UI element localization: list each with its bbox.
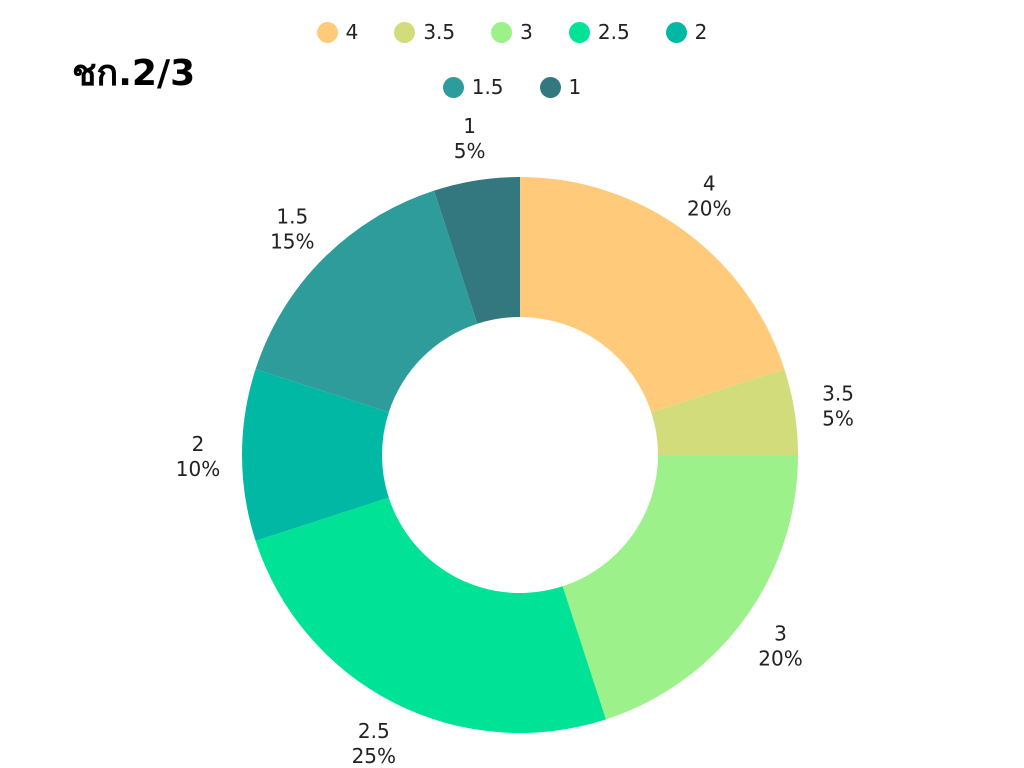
- pie-slice[interactable]: [651, 369, 799, 455]
- pie-slice[interactable]: [434, 177, 520, 324]
- pie-slice[interactable]: [255, 497, 606, 733]
- legend-item[interactable]: 3: [491, 20, 533, 44]
- legend-item[interactable]: 1.5: [442, 75, 504, 99]
- legend-label: 3.5: [423, 20, 456, 44]
- slice-label: 3.5 5%: [822, 382, 854, 431]
- legend-row-1: 4 3.5 3 2.5 2: [0, 20, 1024, 44]
- slice-label: 3 20%: [758, 621, 802, 670]
- legend-swatch: [665, 21, 687, 43]
- legend-item[interactable]: 2: [665, 20, 708, 44]
- legend-swatch: [442, 76, 464, 98]
- legend-swatch: [316, 21, 338, 43]
- pie-slice[interactable]: [520, 177, 785, 413]
- legend-label: 1: [568, 75, 582, 99]
- legend-item[interactable]: 2.5: [568, 20, 630, 44]
- slice-label: 4 20%: [687, 171, 731, 220]
- legend-label: 2.5: [597, 20, 630, 44]
- pie-slice[interactable]: [242, 369, 389, 541]
- pie-slice[interactable]: [562, 455, 798, 720]
- chart-title: ชก.2/3: [72, 53, 196, 94]
- slices-group: [242, 177, 799, 733]
- slice-label: 1.5 15%: [270, 204, 314, 253]
- legend-swatch: [568, 21, 590, 43]
- slice-label: 2.5 25%: [352, 719, 396, 768]
- legend-swatch: [491, 21, 513, 43]
- slice-label: 1 5%: [454, 114, 486, 163]
- legend-label: 1.5: [471, 75, 504, 99]
- slice-label: 2 10%: [176, 432, 220, 481]
- labels-group: 4 20% 3.5 5% 3 20% 2.5 25% 2 10% 1.5 15% 1 5%: [176, 114, 854, 768]
- legend-label: 2: [694, 20, 708, 44]
- legend-label: 3: [520, 20, 533, 44]
- pie-slice[interactable]: [255, 190, 478, 413]
- legend-item[interactable]: 1: [539, 75, 582, 99]
- legend-label: 4: [345, 20, 359, 44]
- legend-item[interactable]: 4: [316, 20, 359, 44]
- legend-swatch: [539, 76, 561, 98]
- legend-row-2: 1.5 1: [0, 75, 1024, 99]
- legend-swatch: [394, 21, 416, 43]
- legend-item[interactable]: 3.5: [394, 20, 455, 44]
